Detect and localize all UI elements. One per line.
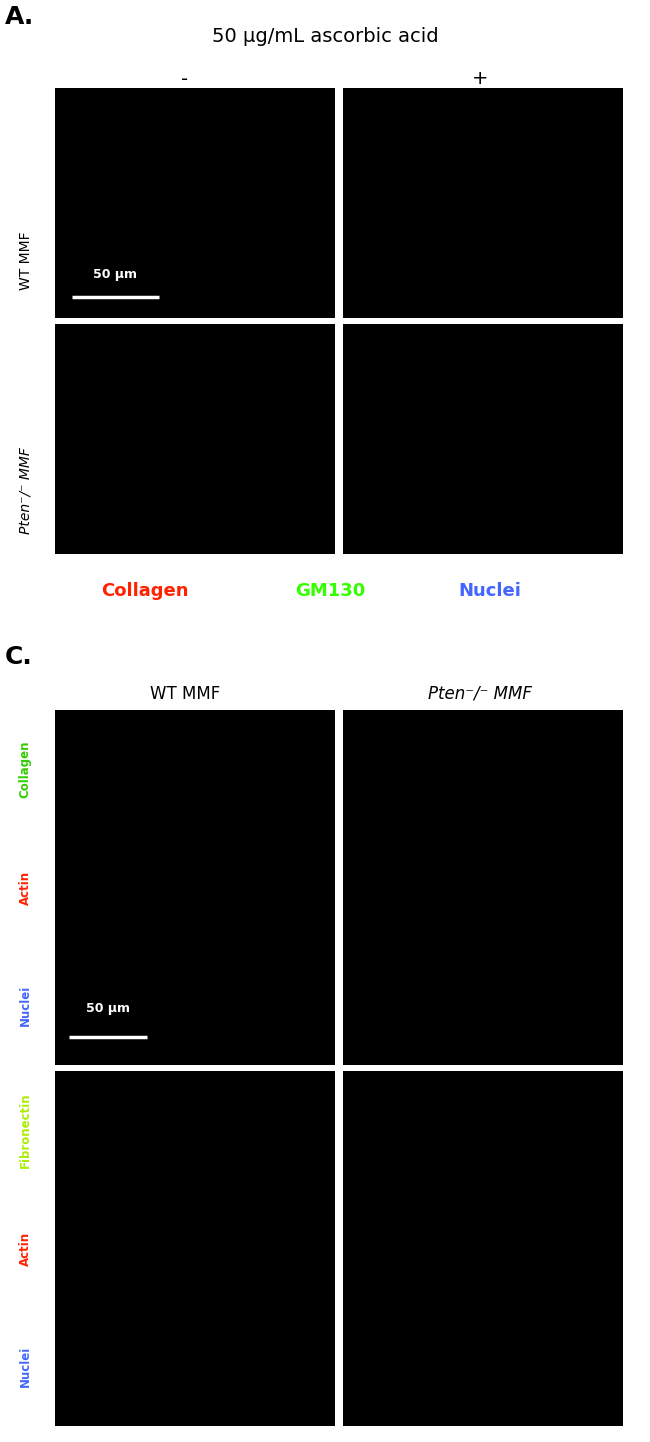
Text: Collagen: Collagen xyxy=(101,583,188,600)
Text: WT MMF: WT MMF xyxy=(19,231,33,290)
Text: Pten⁻/⁻ MMF: Pten⁻/⁻ MMF xyxy=(19,447,33,534)
Text: C.: C. xyxy=(5,645,32,669)
Text: Nuclei: Nuclei xyxy=(458,583,521,600)
Text: +: + xyxy=(472,69,488,88)
Text: Pten⁻/⁻ MMF: Pten⁻/⁻ MMF xyxy=(428,685,532,704)
Text: 50 μm: 50 μm xyxy=(93,268,137,281)
Text: Collagen: Collagen xyxy=(18,740,31,797)
Text: Nuclei: Nuclei xyxy=(18,1347,31,1387)
Text: Fibronectin: Fibronectin xyxy=(18,1093,31,1168)
Text: A.: A. xyxy=(5,4,34,29)
Text: 50 μg/mL ascorbic acid: 50 μg/mL ascorbic acid xyxy=(212,26,438,46)
Text: WT MMF: WT MMF xyxy=(150,685,220,704)
Text: GM130: GM130 xyxy=(295,583,365,600)
Text: Actin: Actin xyxy=(18,1231,31,1266)
Text: -: - xyxy=(181,69,188,88)
Text: Nuclei: Nuclei xyxy=(18,985,31,1027)
Text: Actin: Actin xyxy=(18,871,31,904)
Text: 50 μm: 50 μm xyxy=(86,1002,130,1015)
